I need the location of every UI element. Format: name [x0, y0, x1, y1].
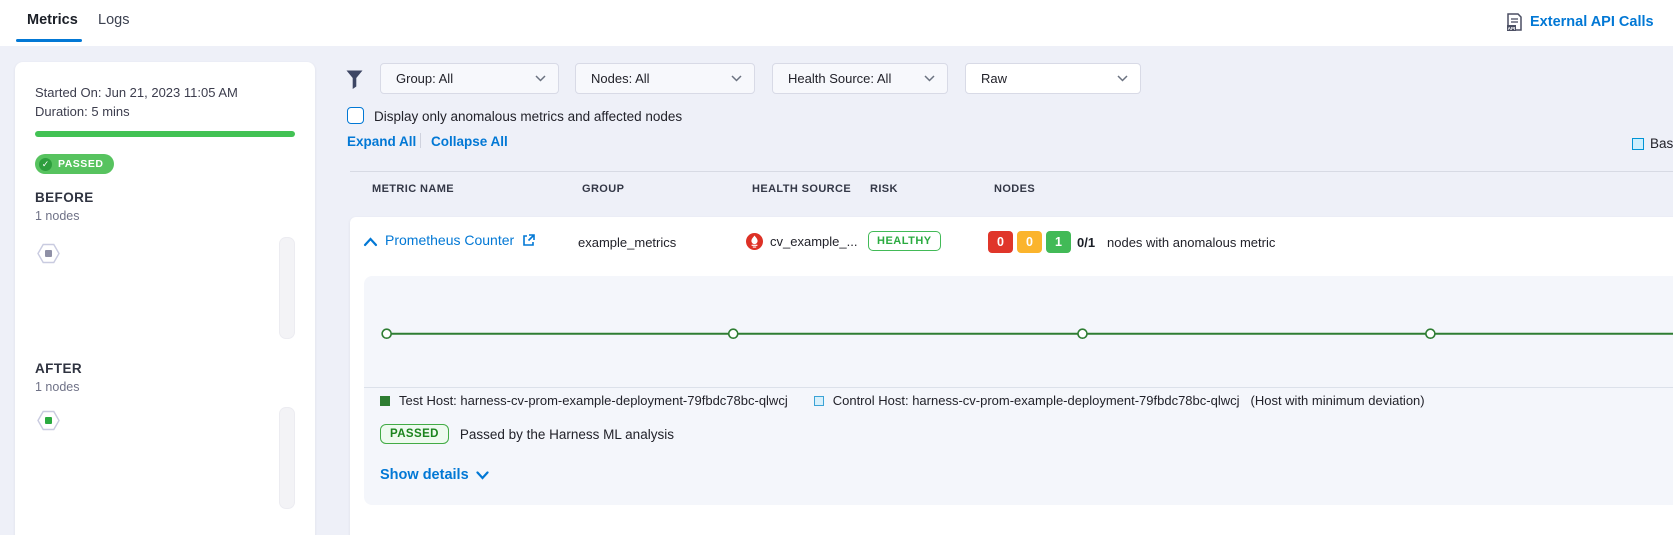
api-document-icon: API — [1507, 13, 1522, 31]
chevron-down-icon — [924, 75, 935, 82]
baseline-swatch-icon — [1632, 137, 1644, 150]
before-section-title: BEFORE — [35, 190, 94, 205]
show-details-link[interactable]: Show details — [380, 467, 489, 483]
tab-metrics[interactable]: Metrics — [27, 12, 78, 28]
before-node-count: 1 nodes — [35, 209, 80, 223]
header-divider — [350, 171, 1673, 172]
before-nodes-scrollbar[interactable] — [279, 237, 295, 339]
filter-icon — [346, 70, 363, 89]
collapse-chevron-icon[interactable] — [363, 237, 378, 247]
expand-all-link[interactable]: Expand All — [347, 134, 417, 149]
chevron-down-icon — [535, 75, 546, 82]
metric-group-cell: example_metrics — [578, 235, 677, 250]
risk-status-badge: HEALTHY — [868, 231, 941, 251]
analysis-passed-badge: PASSED — [380, 424, 449, 444]
healthy-node-count-badge: 1 — [1046, 231, 1071, 253]
anomalous-nodes-ratio: 0/1 — [1077, 235, 1096, 250]
control-host-swatch-icon — [813, 395, 824, 406]
data-type-dropdown[interactable]: Raw — [965, 63, 1141, 94]
metric-row: Prometheus Counter example_metrics cv_ex… — [350, 217, 1673, 535]
duration-text: Duration: 5 mins — [35, 104, 130, 119]
node-risk-counts: 0 0 1 — [988, 231, 1071, 253]
column-header-health-source: HEALTH SOURCE — [752, 183, 852, 195]
after-node-hexagon-icon[interactable] — [35, 407, 62, 434]
link-divider — [420, 133, 421, 148]
control-host-note: (Host with minimum deviation) — [1250, 393, 1425, 408]
chevron-down-icon — [1117, 75, 1128, 82]
test-host-legend-item: Test Host: harness-cv-prom-example-deplo… — [380, 393, 788, 408]
collapse-all-link[interactable]: Collapse All — [431, 134, 508, 149]
anomalous-nodes-label: nodes with anomalous metric — [1107, 235, 1276, 250]
analysis-verdict-row: PASSED Passed by the Harness ML analysis — [380, 424, 674, 444]
group-filter-dropdown[interactable]: Group: All — [380, 63, 559, 94]
metric-name-link[interactable]: Prometheus Counter — [385, 232, 535, 248]
external-api-calls-link[interactable]: API External API Calls — [1507, 13, 1654, 31]
status-badge: ✓ PASSED — [35, 154, 115, 174]
control-host-legend-item: Control Host: harness-cv-prom-example-de… — [813, 393, 1425, 408]
anomalous-only-checkbox[interactable] — [347, 107, 364, 124]
nodes-filter-dropdown[interactable]: Nodes: All — [575, 63, 755, 94]
active-tab-underline — [16, 39, 82, 42]
check-icon: ✓ — [39, 157, 52, 171]
metric-chart[interactable] — [364, 276, 1673, 388]
verification-progress-bar — [35, 131, 295, 137]
baseline-legend: Base — [1632, 136, 1673, 151]
analysis-verdict-text: Passed by the Harness ML analysis — [459, 426, 674, 442]
column-header-nodes: NODES — [994, 183, 1036, 195]
column-header-metric-name: METRIC NAME — [372, 183, 455, 195]
before-node-hexagon-icon[interactable] — [35, 240, 62, 267]
chevron-down-icon — [731, 75, 742, 82]
show-details-chevron-icon — [476, 470, 489, 480]
started-on-text: Started On: Jun 21, 2023 11:05 AM — [35, 85, 238, 100]
top-tab-bar: Metrics Logs API External API Calls — [0, 0, 1673, 46]
anomalous-only-label: Display only anomalous metrics and affec… — [374, 109, 683, 124]
unhealthy-node-count-badge: 0 — [988, 231, 1013, 253]
tab-logs[interactable]: Logs — [98, 12, 130, 28]
chart-legend: Test Host: harness-cv-prom-example-deplo… — [380, 393, 1425, 408]
prometheus-icon — [746, 233, 763, 250]
health-source-cell: cv_example_... — [746, 233, 857, 250]
after-section-title: AFTER — [35, 361, 82, 376]
column-header-risk: RISK — [870, 183, 898, 195]
health-source-filter-dropdown[interactable]: Health Source: All — [772, 63, 948, 94]
metric-details-panel: Test Host: harness-cv-prom-example-deplo… — [364, 276, 1673, 505]
after-nodes-scrollbar[interactable] — [279, 407, 295, 509]
external-link-icon — [523, 233, 535, 246]
after-node-count: 1 nodes — [35, 380, 80, 394]
column-header-group: GROUP — [582, 183, 625, 195]
warning-node-count-badge: 0 — [1017, 231, 1042, 253]
verification-summary-card: Started On: Jun 21, 2023 11:05 AM Durati… — [15, 62, 315, 535]
test-host-swatch-icon — [380, 395, 390, 406]
svg-text:API: API — [1508, 26, 1516, 31]
